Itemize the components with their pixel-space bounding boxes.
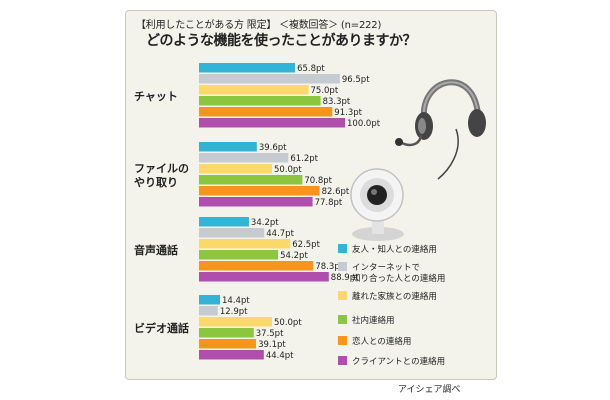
bar <box>199 339 257 349</box>
category-label: 音声通話 <box>134 243 178 257</box>
legend-swatch <box>338 244 347 253</box>
bar <box>199 142 257 152</box>
legend-label: 恋人との連絡用 <box>352 336 411 347</box>
bar <box>199 85 309 95</box>
chart-subtitle: 【利用したことがある方 限定】 ＜複数回答＞ (n=222) <box>136 20 382 31</box>
bar <box>199 217 249 227</box>
webcam-icon <box>350 168 404 241</box>
bar-value-label: 65.8pt <box>297 64 325 74</box>
bar <box>199 272 329 282</box>
bar-value-label: 61.2pt <box>290 154 318 164</box>
legend-label: 離れた家族との連絡用 <box>352 291 437 302</box>
bar <box>199 74 340 84</box>
bar <box>199 118 345 128</box>
headset-icon <box>395 79 486 180</box>
bar <box>199 164 272 174</box>
bar <box>199 306 218 316</box>
bar <box>199 153 289 163</box>
bar <box>199 197 313 207</box>
bar <box>199 239 291 249</box>
legend-swatch <box>338 315 347 324</box>
legend-swatch <box>338 291 347 300</box>
bar-value-label: 77.8pt <box>315 198 343 208</box>
bar-value-label: 82.6pt <box>322 187 350 197</box>
legend-label: 友人・知人との連絡用 <box>352 244 437 255</box>
bar-value-label: 50.0pt <box>274 318 302 328</box>
bar-value-label: 100.0pt <box>347 119 381 129</box>
bar <box>199 96 321 106</box>
bar-value-label: 88.9pt <box>331 273 359 283</box>
chart-title: どのような機能を使ったことがありますか？ <box>146 33 417 49</box>
bar-value-label: 44.4pt <box>266 351 294 361</box>
bar <box>199 63 296 73</box>
bar-value-label: 78.3pt <box>315 262 343 272</box>
bar-value-label: 39.1pt <box>258 340 286 350</box>
bar-value-label: 34.2pt <box>251 218 279 228</box>
bar <box>199 250 279 260</box>
bar-value-label: 91.3pt <box>334 108 362 118</box>
bar-value-label: 37.5pt <box>256 329 284 339</box>
bar-value-label: 14.4pt <box>222 296 250 306</box>
chart-panel: 【利用したことがある方 限定】 ＜複数回答＞ (n=222) どのような機能を使… <box>125 10 497 380</box>
bar-value-label: 75.0pt <box>311 86 339 96</box>
bar-value-label: 83.3pt <box>323 97 351 107</box>
bar <box>199 295 221 305</box>
bar-value-label: 39.6pt <box>259 143 287 153</box>
bar-value-label: 62.5pt <box>292 240 320 250</box>
bar-value-label: 70.8pt <box>304 176 332 186</box>
bar-value-label: 12.9pt <box>220 307 248 317</box>
legend-label: 社内連絡用 <box>352 315 395 326</box>
bar <box>199 228 265 238</box>
bar <box>199 186 320 196</box>
legend-swatch <box>338 262 347 271</box>
bar <box>199 175 303 185</box>
legend-label: インターネットで知り合った人との連絡用 <box>352 263 445 284</box>
legend-label: クライアントとの連絡用 <box>352 356 445 367</box>
bar <box>199 261 314 271</box>
bar <box>199 317 272 327</box>
legend-swatch <box>338 356 347 365</box>
bar-value-label: 50.0pt <box>274 165 302 175</box>
category-label: ファイルのやり取り <box>134 162 189 189</box>
legend-swatch <box>338 336 347 345</box>
bar-value-label: 44.7pt <box>266 229 294 239</box>
bar-value-label: 54.2pt <box>280 251 308 261</box>
bar-value-label: 96.5pt <box>342 75 370 85</box>
category-label: ビデオ通話 <box>134 321 189 335</box>
bar <box>199 328 254 338</box>
source-note: アイシェア調べ <box>398 385 461 395</box>
bar <box>199 107 333 117</box>
category-label: チャット <box>134 90 178 103</box>
bar <box>199 350 264 360</box>
